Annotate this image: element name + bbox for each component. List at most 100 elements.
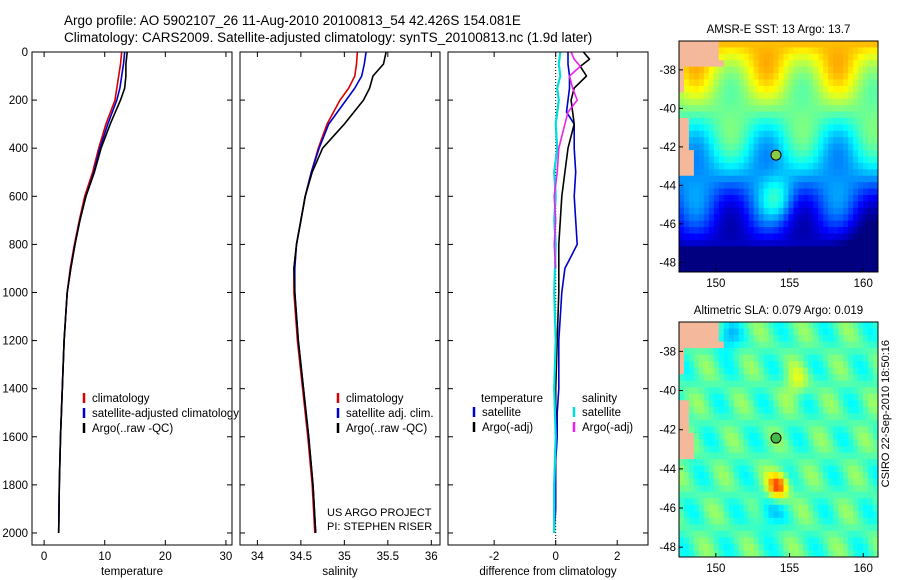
sst_map-cell — [828, 220, 834, 228]
sla_map-cell — [768, 335, 774, 342]
sla_map-cell — [798, 439, 804, 447]
sst_map-cell — [868, 41, 874, 48]
sla_map-cell — [858, 335, 864, 342]
sla_map-cell — [683, 511, 690, 519]
sla_map-cell — [773, 393, 779, 401]
sst_map-cell — [753, 41, 760, 48]
sst_map-cell — [698, 233, 705, 241]
sla_map-cell — [868, 465, 874, 473]
sla_map-cell — [793, 472, 799, 480]
sst_map-cell — [828, 66, 834, 74]
sla_map-cell — [758, 530, 764, 538]
sst_map-cell — [693, 201, 700, 209]
sla_map-cell — [813, 452, 819, 460]
sla_map-cell — [783, 380, 789, 388]
sla_map-cell — [773, 354, 779, 362]
sla_map-cell — [743, 446, 750, 453]
sst_map-cell — [828, 214, 834, 222]
sla_map-cell — [768, 406, 774, 414]
sst_map-cell — [738, 265, 745, 273]
sst_map-cell — [768, 53, 774, 61]
difference-series-3 — [553, 51, 582, 269]
sla_map-cell — [738, 517, 745, 525]
sst_map-cell — [848, 195, 854, 202]
sla_map-cell — [853, 335, 859, 342]
sla_map-cell — [688, 498, 695, 506]
sst_map-cell — [718, 130, 725, 138]
sst_map-cell — [768, 207, 774, 215]
sla_map-cell — [728, 530, 735, 538]
sla_map-cell — [783, 543, 789, 551]
sla_map-cell — [813, 406, 819, 414]
sst_map-cell — [838, 92, 844, 100]
sla_map-cell — [853, 439, 859, 447]
sal-legend-label-1: satellite adj. clim. — [346, 408, 434, 420]
sla_map-cell — [783, 446, 789, 453]
sst_map-cell — [728, 156, 735, 164]
sst_map-cell — [748, 188, 755, 196]
sst_map-cell — [788, 143, 794, 151]
sla_map-cell — [713, 498, 720, 506]
sla_map-cell — [753, 543, 760, 551]
sla_map-cell — [823, 530, 829, 538]
sst_map-cell — [783, 214, 789, 222]
sst_map-cell — [793, 92, 799, 100]
sst_map-cell — [753, 130, 760, 138]
sla_map-cell — [753, 328, 760, 336]
sst_map-cell — [763, 220, 769, 228]
sst_map-cell — [788, 60, 794, 68]
sla_map-cell — [783, 406, 789, 414]
sst_map-cell — [733, 60, 740, 68]
sla_map-cell — [763, 348, 769, 356]
sla_map-cell — [853, 472, 859, 480]
sla_map-cell — [708, 491, 715, 499]
sla_map-cell — [708, 335, 715, 342]
sst_map-cell — [848, 259, 854, 266]
sst_map-cell — [679, 85, 685, 93]
sla_map-cell — [698, 439, 705, 447]
sla_map-cell — [679, 478, 685, 486]
sla_map-cell — [708, 439, 715, 447]
sla_map-cell — [703, 354, 710, 362]
sla_map-cell — [723, 328, 730, 336]
sst_map-cell — [693, 73, 700, 80]
sla_map-cell — [823, 498, 829, 506]
sst_map-cell — [873, 156, 879, 164]
sst_map-cell — [743, 92, 750, 100]
sla_map-cell — [679, 530, 685, 538]
sst_map-cell — [733, 156, 740, 164]
sla_map-cell — [833, 543, 839, 551]
sla_map-cell — [758, 348, 764, 356]
sst_map-cell — [833, 41, 839, 48]
sla_map-ytick-label: -42 — [659, 425, 676, 437]
sst_map-cell — [788, 246, 794, 254]
sla_map-cell — [688, 478, 695, 486]
sla_map-cell — [753, 439, 760, 447]
sla_map-cell — [863, 485, 869, 493]
sla_map-cell — [783, 348, 789, 356]
sst_map-cell — [718, 73, 725, 80]
sst_map-cell — [848, 85, 854, 93]
sla_map-cell — [818, 459, 824, 467]
sla_map-cell — [693, 380, 700, 388]
sla_map-cell — [843, 524, 849, 532]
sst_map-cell — [833, 85, 839, 93]
sla_map-cell — [783, 432, 789, 440]
sst_map-cell — [703, 105, 710, 112]
sla_map-cell — [838, 348, 844, 356]
sla_map-cell — [798, 413, 804, 421]
sla_map-cell — [838, 517, 844, 525]
sst_map-ytick-label: -46 — [659, 219, 676, 231]
sla_map-cell — [868, 354, 874, 362]
sst_map-cell — [798, 195, 804, 202]
sst_map-cell — [703, 169, 710, 177]
sst_map-cell — [763, 201, 769, 209]
sst_map-cell — [713, 130, 720, 138]
sst_map-cell — [679, 175, 685, 183]
sla_map-cell — [738, 478, 745, 486]
sla_map-cell — [873, 367, 879, 375]
sla_map-cell — [823, 387, 829, 395]
sla_map-cell — [873, 452, 879, 460]
sst_map-cell — [873, 162, 879, 170]
sst_map-cell — [748, 73, 755, 80]
